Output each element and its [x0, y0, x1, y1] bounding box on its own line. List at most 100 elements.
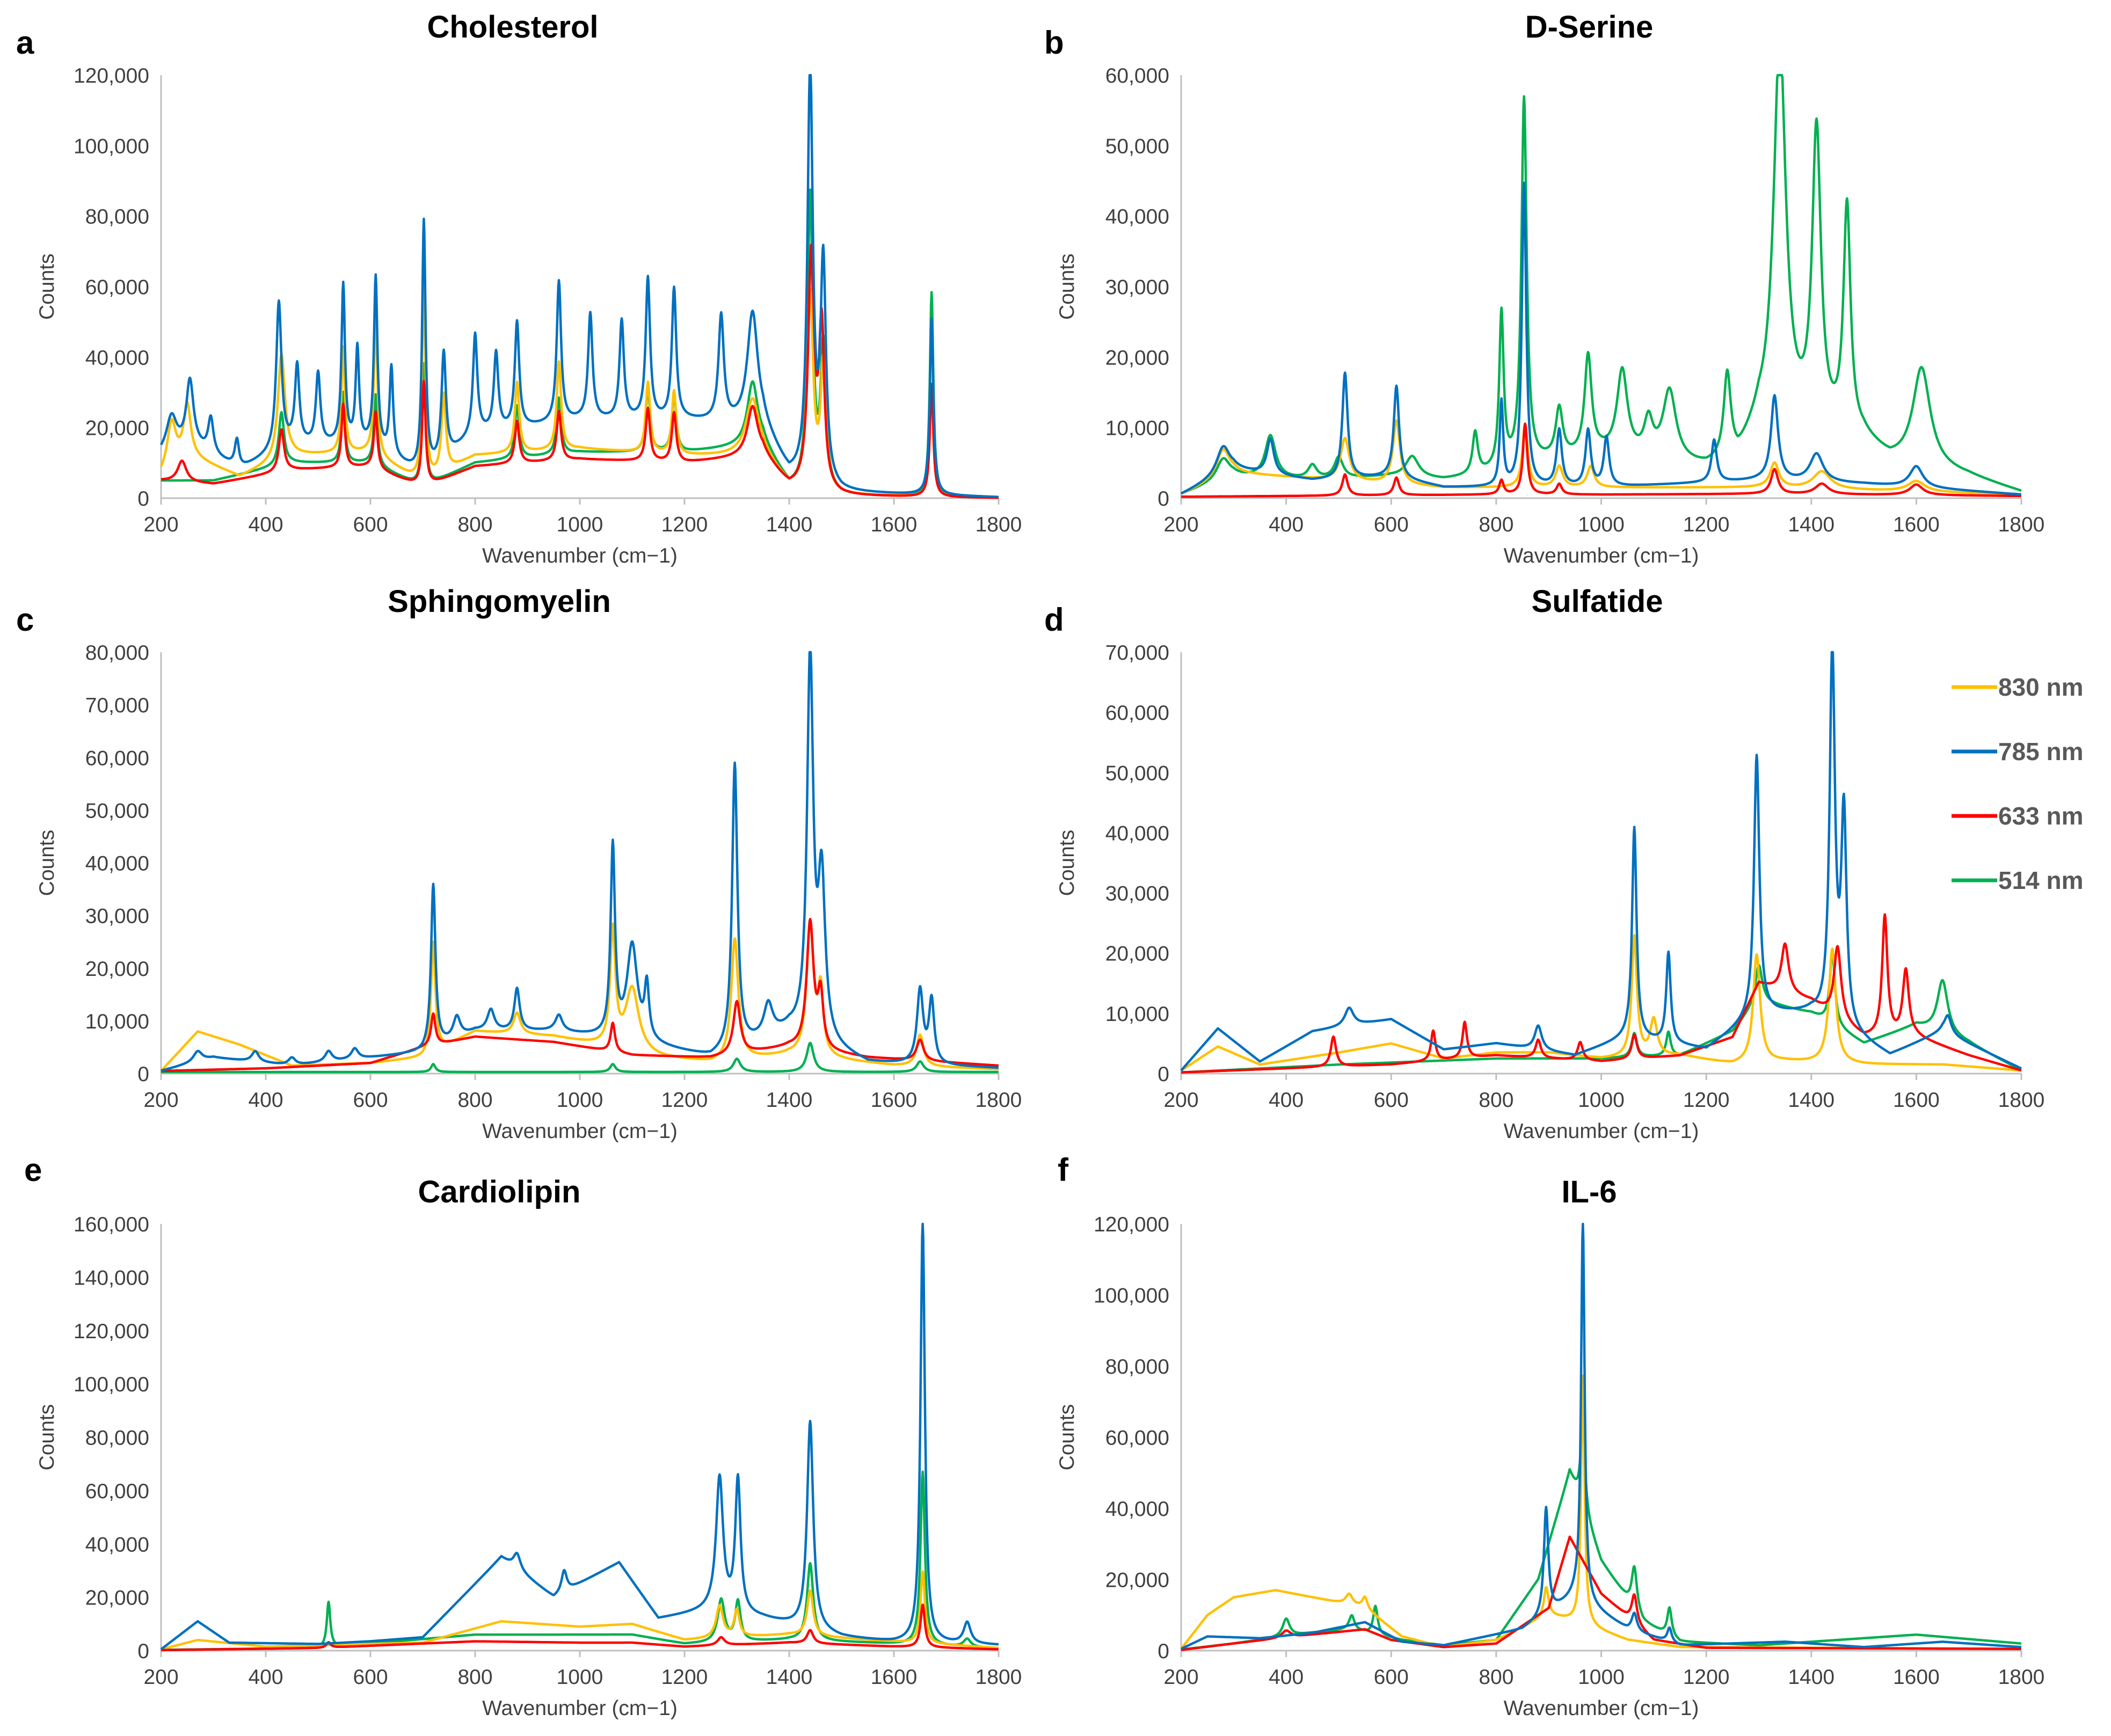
- x-tick-label: 1400: [766, 513, 813, 536]
- x-tick-label: 1000: [1578, 1089, 1625, 1112]
- y-tick-label: 80,000: [85, 1427, 149, 1450]
- y-tick-label: 60,000: [85, 747, 149, 770]
- chart-title: Sphingomyelin: [388, 584, 611, 619]
- y-tick-label: 120,000: [1094, 1213, 1169, 1236]
- y-tick-label: 60,000: [85, 1480, 149, 1503]
- series-line-785-nm: [1180, 651, 2022, 1071]
- x-tick-label: 1200: [661, 513, 708, 536]
- y-tick-label: 20,000: [1105, 1569, 1169, 1592]
- x-tick-label: 1800: [1998, 1089, 2045, 1112]
- x-axis-title: Wavenumber (cm−1): [1504, 1697, 1699, 1720]
- y-tick-label: 70,000: [85, 694, 149, 717]
- panel-letter: e: [24, 1152, 42, 1188]
- y-tick-label: 40,000: [85, 1533, 149, 1556]
- chart-panel-a: 0 20,000 40,000 60,000 80,000 100,000 120,000 2…: [16, 10, 1022, 567]
- y-tick-label: 100,000: [74, 135, 149, 158]
- y-tick-label: 80,000: [1105, 1355, 1169, 1378]
- y-tick-label: 10,000: [85, 1010, 149, 1033]
- chart-panel-e: 0 20,000 40,000 60,000 80,000 100,000 120,000 1…: [24, 1152, 1022, 1720]
- x-tick-label: 1000: [557, 1089, 603, 1112]
- x-tick-label: 200: [143, 1666, 178, 1689]
- x-tick-label: 1400: [1788, 1089, 1835, 1112]
- series-line-633-nm: [160, 1603, 1000, 1652]
- x-tick-label: 800: [1479, 1089, 1513, 1112]
- series-line-830-nm: [160, 1570, 1000, 1651]
- y-tick-label: 20,000: [85, 958, 149, 981]
- x-tick-label: 800: [1479, 513, 1513, 536]
- x-tick-label: 200: [1163, 1089, 1198, 1112]
- legend: 830 nm 785 nm 633 nm 514 nm: [1952, 673, 2084, 894]
- x-tick-label: 1800: [1998, 1666, 2045, 1689]
- y-tick-label: 140,000: [74, 1266, 149, 1289]
- y-axis-title: Counts: [1056, 830, 1079, 896]
- series-line-830-nm: [1180, 933, 2022, 1072]
- x-tick-label: 600: [1374, 1089, 1409, 1112]
- chart-title: Cholesterol: [427, 10, 598, 45]
- x-tick-label: 1200: [1683, 1666, 1730, 1689]
- panel-letter: c: [16, 602, 34, 638]
- legend-label: 830 nm: [1998, 673, 2084, 701]
- y-tick-label: 0: [1158, 1063, 1169, 1086]
- x-tick-label: 1200: [1683, 513, 1730, 536]
- y-tick-label: 60,000: [1105, 702, 1169, 725]
- y-tick-label: 160,000: [74, 1213, 149, 1236]
- y-tick-label: 100,000: [74, 1373, 149, 1396]
- x-tick-label: 1000: [1578, 1666, 1625, 1689]
- y-axis-title: Counts: [1056, 253, 1079, 320]
- y-tick-label: 20,000: [1105, 943, 1169, 966]
- chart-title: Cardiolipin: [418, 1175, 581, 1209]
- series-line-514-nm: [1180, 1419, 2022, 1651]
- series-line-633-nm: [1180, 1535, 2022, 1651]
- y-tick-label: 0: [1158, 1640, 1169, 1663]
- x-tick-label: 600: [1374, 1666, 1409, 1689]
- chart-panel-b: 0 10,000 20,000 30,000 40,000 50,000 60,000 200…: [1044, 10, 2044, 567]
- series-line-633-nm: [1180, 422, 2022, 498]
- x-axis-title: Wavenumber (cm−1): [1504, 1120, 1699, 1143]
- x-tick-label: 600: [1374, 513, 1409, 536]
- y-tick-label: 40,000: [1105, 822, 1169, 845]
- x-tick-label: 1600: [871, 1089, 918, 1112]
- series-line-633-nm: [160, 243, 1000, 499]
- y-axis-title: Counts: [1056, 1404, 1079, 1471]
- x-tick-label: 200: [1163, 1666, 1198, 1689]
- series-line-785-nm: [160, 74, 1000, 498]
- y-tick-label: 40,000: [1105, 1498, 1169, 1521]
- y-tick-label: 10,000: [1105, 1003, 1169, 1026]
- x-tick-label: 200: [1163, 513, 1198, 536]
- y-tick-label: 30,000: [1105, 882, 1169, 906]
- x-tick-label: 1600: [1893, 1089, 1940, 1112]
- y-tick-label: 120,000: [74, 64, 149, 87]
- x-tick-label: 600: [353, 1089, 388, 1112]
- series-line-514-nm: [160, 188, 1000, 499]
- chart-title: Sulfatide: [1532, 584, 1663, 619]
- x-tick-label: 800: [457, 1666, 492, 1689]
- y-tick-label: 30,000: [85, 905, 149, 928]
- y-tick-label: 0: [137, 487, 149, 510]
- chart-panel-f: 0 20,000 40,000 60,000 80,000 100,000 120,000 2…: [1056, 1152, 2044, 1720]
- y-tick-label: 50,000: [85, 799, 149, 822]
- x-tick-label: 1800: [976, 1089, 1022, 1112]
- x-tick-label: 1800: [1998, 513, 2045, 536]
- series-line-785-nm: [160, 1222, 1000, 1651]
- y-tick-label: 20,000: [85, 417, 149, 440]
- y-tick-label: 0: [137, 1640, 149, 1663]
- series-line-633-nm: [160, 917, 1000, 1073]
- x-axis-title: Wavenumber (cm−1): [1504, 544, 1699, 567]
- x-tick-label: 400: [248, 1089, 283, 1112]
- x-axis-title: Wavenumber (cm−1): [482, 1697, 678, 1720]
- x-tick-label: 1200: [1683, 1089, 1730, 1112]
- y-tick-label: 80,000: [85, 206, 149, 229]
- series-line-830-nm: [159, 286, 1000, 499]
- series-line-785-nm: [1180, 1222, 2022, 1650]
- y-axis-title: Counts: [35, 830, 59, 896]
- y-tick-label: 120,000: [74, 1320, 149, 1343]
- x-tick-label: 600: [353, 513, 388, 536]
- legend-label: 785 nm: [1998, 738, 2084, 765]
- x-tick-label: 1400: [766, 1089, 813, 1112]
- chart-title: IL-6: [1561, 1175, 1617, 1209]
- x-tick-label: 400: [248, 513, 283, 536]
- x-tick-label: 1600: [871, 1666, 918, 1689]
- y-tick-label: 0: [1158, 487, 1169, 510]
- y-tick-label: 50,000: [1105, 762, 1169, 785]
